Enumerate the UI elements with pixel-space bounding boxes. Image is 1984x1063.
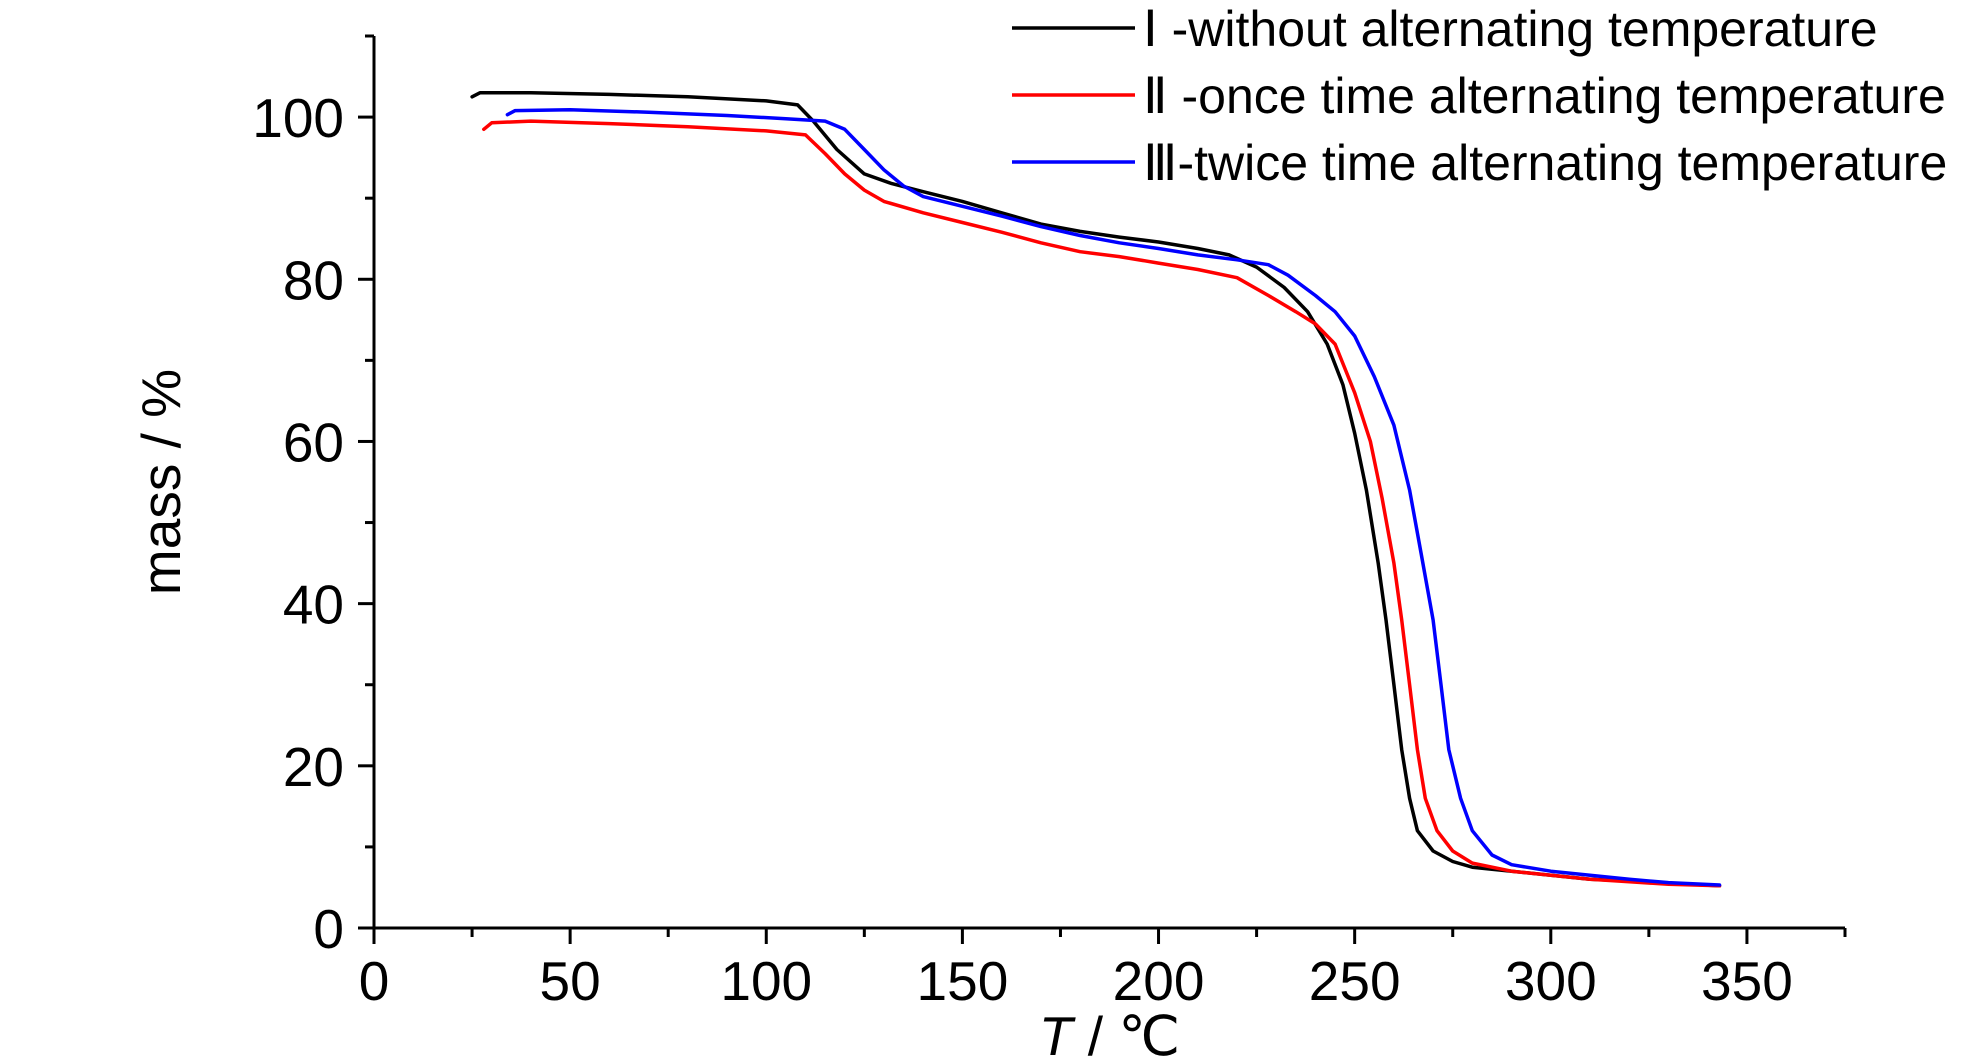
y-tick-label: 80 — [283, 249, 344, 311]
x-tick-label: 100 — [720, 950, 812, 1012]
series-line-3 — [505, 108, 1722, 887]
series-line-2 — [482, 119, 1722, 888]
x-tick-label: 50 — [540, 950, 601, 1012]
x-axis-label: T / ℃ — [1039, 1005, 1180, 1063]
y-tick-label: 0 — [313, 898, 344, 960]
legend-label-2: Ⅱ -once time alternating temperature — [1143, 68, 1946, 124]
x-tick-label: 150 — [917, 950, 1009, 1012]
x-tick-label: 350 — [1701, 950, 1793, 1012]
y-tick-label: 100 — [252, 87, 344, 149]
x-tick-label: 200 — [1113, 950, 1205, 1012]
x-tick-label: 0 — [359, 950, 390, 1012]
legend: Ⅰ -without alternating temperature Ⅱ -onc… — [1012, 1, 1947, 191]
series-group — [470, 91, 1722, 888]
y-tick-label: 20 — [283, 736, 344, 798]
x-tick-label: 250 — [1309, 950, 1401, 1012]
x-axis-label-unit: / ℃ — [1072, 1005, 1180, 1063]
x-axis-label-symbol: T — [1039, 1005, 1076, 1063]
y-axis-label: mass / % — [130, 369, 192, 595]
y-tick-label: 40 — [283, 574, 344, 636]
y-tick-label: 60 — [283, 411, 344, 473]
legend-label-3: Ⅲ-twice time alternating temperature — [1143, 135, 1947, 191]
series-line-1 — [470, 91, 1722, 888]
axes-group: 0 50 100 150 200 250 300 350 0 20 40 60 80 100 — [252, 34, 1847, 1012]
legend-label-1: Ⅰ -without alternating temperature — [1143, 1, 1878, 57]
x-tick-label: 300 — [1505, 950, 1597, 1012]
